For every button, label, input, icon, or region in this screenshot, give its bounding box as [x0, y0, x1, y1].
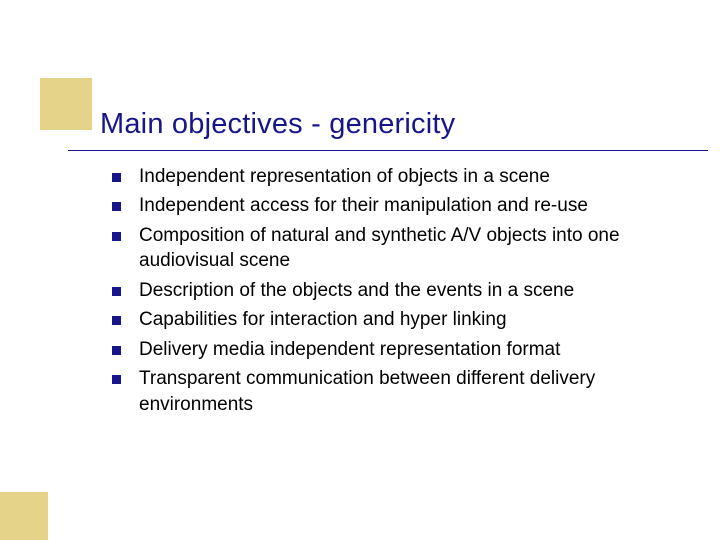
list-item: Transparent communication between differ…: [112, 366, 672, 417]
list-item: Independent representation of objects in…: [112, 164, 672, 189]
square-bullet-icon: [112, 202, 121, 211]
bullet-text: Independent representation of objects in…: [139, 164, 672, 189]
bullet-text: Composition of natural and synthetic A/V…: [139, 223, 672, 274]
square-bullet-icon: [112, 346, 121, 355]
list-item: Composition of natural and synthetic A/V…: [112, 223, 672, 274]
square-bullet-icon: [112, 173, 121, 182]
list-item: Delivery media independent representatio…: [112, 337, 672, 362]
bullet-list: Independent representation of objects in…: [112, 164, 672, 421]
bullet-text: Independent access for their manipulatio…: [139, 193, 672, 218]
title-underline: [68, 150, 708, 151]
bullet-text: Transparent communication between differ…: [139, 366, 672, 417]
list-item: Independent access for their manipulatio…: [112, 193, 672, 218]
square-bullet-icon: [112, 287, 121, 296]
bullet-text: Description of the objects and the event…: [139, 278, 672, 303]
square-bullet-icon: [112, 232, 121, 241]
slide-title: Main objectives - genericity: [100, 108, 455, 141]
list-item: Description of the objects and the event…: [112, 278, 672, 303]
square-bullet-icon: [112, 375, 121, 384]
accent-box-bottom: [0, 492, 48, 540]
bullet-text: Delivery media independent representatio…: [139, 337, 672, 362]
square-bullet-icon: [112, 316, 121, 325]
bullet-text: Capabilities for interaction and hyper l…: [139, 307, 672, 332]
list-item: Capabilities for interaction and hyper l…: [112, 307, 672, 332]
accent-box-top: [40, 78, 92, 130]
slide: Main objectives - genericity Independent…: [0, 0, 720, 540]
